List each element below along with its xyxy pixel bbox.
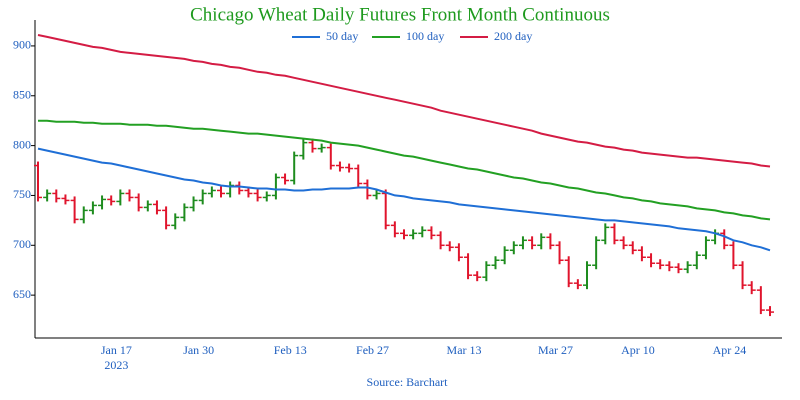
x-tick-label: Jan 17 — [101, 343, 132, 357]
x-tick-label: Feb 13 — [274, 343, 307, 357]
y-tick-label: 750 — [13, 187, 31, 201]
x-tick-label: Jan 30 — [183, 343, 214, 357]
x-tick-label: Apr 24 — [713, 343, 747, 357]
moving-average-line — [37, 147, 771, 252]
moving-average-line — [37, 34, 771, 168]
y-tick-label: 650 — [13, 287, 31, 301]
legend-label: 200 day — [494, 29, 532, 43]
moving-average-line — [38, 119, 771, 221]
x-tick-label: Mar 13 — [447, 343, 482, 357]
x-tick-label: Apr 10 — [621, 343, 655, 357]
source-note: Source: Barchart — [367, 375, 449, 389]
y-tick-label: 700 — [13, 237, 31, 251]
chart-title: Chicago Wheat Daily Futures Front Month … — [190, 4, 610, 25]
x-tick-label: Feb 27 — [356, 343, 389, 357]
y-tick-label: 850 — [13, 88, 31, 102]
x-year-label: 2023 — [104, 358, 128, 372]
legend-label: 100 day — [406, 29, 444, 43]
y-tick-label: 800 — [13, 137, 31, 151]
legend-label: 50 day — [326, 29, 358, 43]
y-tick-label: 900 — [13, 38, 31, 52]
x-tick-label: Mar 27 — [538, 343, 573, 357]
